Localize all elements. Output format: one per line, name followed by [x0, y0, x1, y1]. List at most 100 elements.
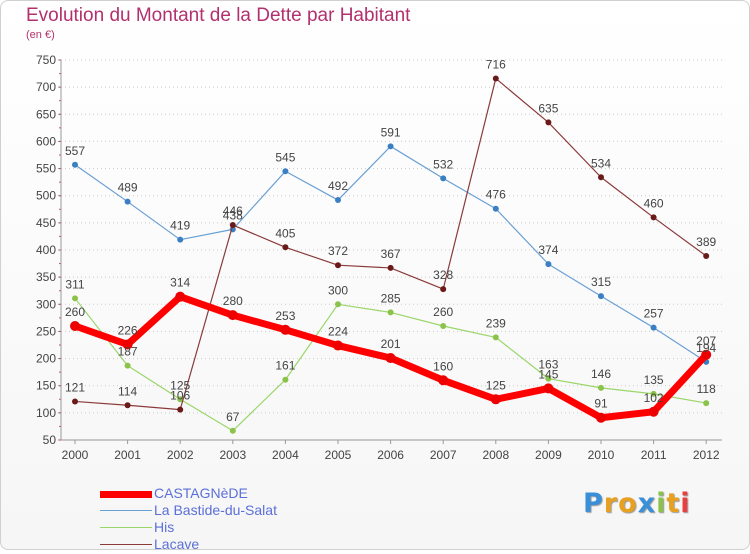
- legend-swatch: [100, 510, 152, 512]
- data-label: 492: [328, 179, 348, 193]
- data-label: 460: [644, 196, 664, 210]
- data-point: [598, 293, 604, 300]
- data-point: [648, 406, 659, 417]
- x-tick-label: 2011: [641, 448, 667, 462]
- data-point: [440, 175, 447, 182]
- y-tick-label: 600: [36, 134, 56, 148]
- data-point: [280, 324, 291, 335]
- data-label: 374: [538, 243, 558, 257]
- y-tick-label: 100: [36, 406, 56, 420]
- x-tick-label: 2008: [482, 448, 509, 462]
- data-point: [387, 264, 394, 271]
- data-point: [545, 261, 552, 268]
- data-label: 367: [381, 247, 401, 261]
- data-label: 226: [118, 323, 138, 337]
- data-label: 135: [644, 373, 664, 387]
- data-point: [177, 406, 184, 413]
- data-label: 224: [328, 325, 348, 339]
- data-label: 372: [328, 244, 348, 258]
- y-tick-label: 550: [36, 162, 56, 176]
- data-point: [650, 390, 657, 397]
- y-tick-label: 700: [36, 80, 56, 94]
- data-label: 106: [170, 389, 190, 403]
- data-point: [72, 295, 78, 302]
- x-tick-label: 2012: [693, 448, 720, 462]
- data-point: [492, 75, 499, 82]
- data-point: [701, 349, 712, 360]
- data-point: [492, 334, 499, 341]
- y-tick-label: 400: [36, 243, 56, 257]
- data-label: 419: [170, 219, 190, 233]
- logo-letter: t: [666, 488, 681, 519]
- data-label: 102: [644, 391, 664, 405]
- y-tick-label: 200: [36, 352, 56, 366]
- x-tick-label: 2000: [62, 448, 89, 462]
- data-point: [440, 286, 447, 293]
- data-label: 476: [486, 188, 506, 202]
- data-point: [596, 412, 606, 423]
- data-label: 280: [223, 294, 243, 308]
- data-label: 114: [118, 384, 137, 398]
- data-point: [72, 398, 78, 405]
- axes: 50 100 150 200 250 300 350 400 450 500 550 600 650 70…: [36, 53, 722, 462]
- y-tick-label: 500: [36, 189, 56, 203]
- y-tick-label: 50: [43, 433, 57, 447]
- data-label: 253: [275, 309, 295, 323]
- data-label: 315: [591, 275, 611, 289]
- x-tick-label: 2010: [588, 448, 615, 462]
- data-point: [70, 321, 80, 331]
- data-point: [492, 205, 499, 212]
- series-line: [74, 297, 707, 432]
- legend-label: CASTAGNèDE: [154, 485, 248, 501]
- chart-title: Evolution du Montant de la Dette par Hab…: [26, 5, 411, 26]
- data-label: 257: [644, 307, 664, 321]
- data-label: 160: [433, 359, 453, 373]
- data-point: [385, 353, 396, 364]
- data-point: [440, 323, 447, 329]
- data-labels: 557 489 419 438 545 492 591 532 476 374 315 257 194 3…: [65, 57, 717, 423]
- y-tick-label: 750: [36, 53, 56, 67]
- data-label: 207: [696, 334, 716, 348]
- data-point: [703, 252, 710, 259]
- data-label: 125: [170, 378, 190, 392]
- legend-label: Lacave: [154, 536, 200, 552]
- data-point: [545, 375, 552, 382]
- data-point: [124, 198, 131, 205]
- data-label: 389: [696, 235, 716, 249]
- chart-subtitle: (en €): [26, 29, 55, 41]
- data-point: [227, 310, 238, 321]
- logo-letter: r: [603, 488, 619, 519]
- logo-letter: x: [637, 488, 657, 519]
- data-label: 532: [433, 157, 453, 171]
- data-point: [335, 301, 341, 308]
- data-label: 438: [223, 208, 243, 222]
- x-tick-label: 2009: [535, 448, 562, 462]
- data-point: [282, 244, 289, 251]
- data-label: 545: [275, 150, 295, 164]
- x-tick-label: 2006: [377, 448, 404, 462]
- data-point: [598, 174, 604, 181]
- data-label: 591: [381, 125, 401, 139]
- data-point: [335, 197, 341, 204]
- data-label: 187: [118, 345, 138, 359]
- data-label: 446: [223, 204, 243, 218]
- data-label: 557: [65, 144, 85, 158]
- y-tick-label: 150: [36, 379, 56, 393]
- data-point: [72, 161, 78, 168]
- x-tick-label: 2003: [219, 448, 246, 462]
- y-tick-label: 450: [36, 216, 56, 230]
- data-point: [122, 339, 133, 350]
- data-label: 328: [433, 268, 453, 282]
- data-point: [650, 324, 657, 331]
- data-label: 239: [486, 316, 506, 330]
- data-label: 311: [65, 277, 84, 291]
- legend-swatch: [100, 527, 152, 529]
- data-point: [282, 168, 289, 175]
- x-tick-label: 2005: [325, 448, 352, 462]
- data-label: 121: [65, 380, 85, 394]
- legend-label: La Bastide-du-Salat: [154, 502, 277, 518]
- data-label: 91: [594, 397, 608, 411]
- data-point: [177, 236, 184, 243]
- data-label: 67: [226, 410, 240, 424]
- data-label: 716: [486, 57, 506, 71]
